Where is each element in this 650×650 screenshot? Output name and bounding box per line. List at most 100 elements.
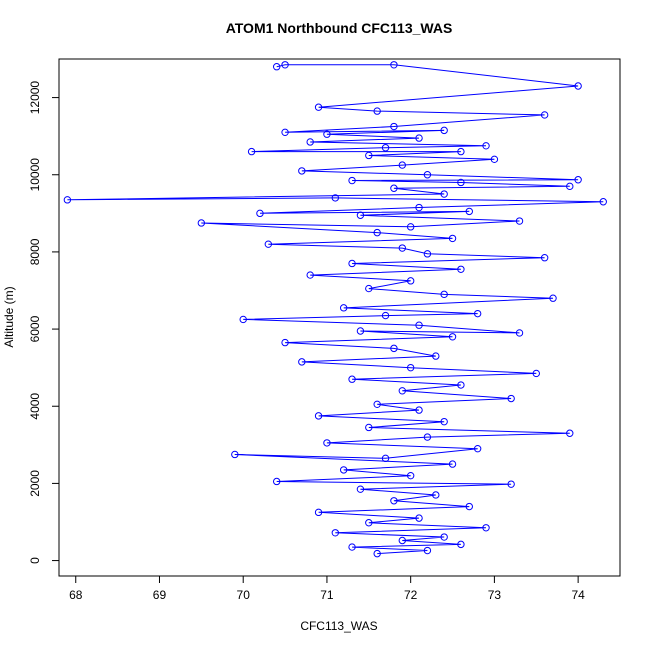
data-point <box>298 167 306 175</box>
x-tick-label: 69 <box>153 588 167 602</box>
data-point <box>440 533 448 541</box>
x-tick-label: 71 <box>320 588 334 602</box>
data-point <box>440 190 448 198</box>
data-point <box>473 444 482 453</box>
data-point <box>281 338 289 347</box>
data-point <box>566 182 574 191</box>
data-point <box>281 128 289 137</box>
data-point <box>423 433 432 441</box>
data-point <box>331 194 340 202</box>
data-point <box>398 387 406 395</box>
y-tick-label: 6000 <box>28 315 42 342</box>
data-point <box>348 543 356 551</box>
data-point <box>365 519 373 527</box>
data-point <box>231 450 239 459</box>
data-point <box>423 250 432 258</box>
data-point <box>314 103 323 111</box>
data-point <box>373 549 381 558</box>
data-point <box>306 271 314 279</box>
data-point <box>365 284 373 293</box>
data-point <box>574 82 582 90</box>
data-point <box>515 329 524 337</box>
data-point <box>373 107 381 115</box>
data-point <box>273 477 281 486</box>
data-point <box>373 400 381 409</box>
data-point <box>398 536 406 545</box>
data-point <box>365 423 373 432</box>
data-point <box>406 363 415 372</box>
data-point <box>348 176 356 185</box>
data-point <box>415 514 423 522</box>
data-point <box>381 454 390 463</box>
data-point <box>264 240 273 248</box>
data-point <box>465 502 473 511</box>
data-point <box>281 61 289 69</box>
data-point <box>448 234 457 243</box>
data-point <box>457 265 465 273</box>
data-point <box>406 471 415 480</box>
data-point <box>440 290 448 299</box>
data-point <box>197 219 206 227</box>
data-point <box>415 203 423 212</box>
y-tick-label: 10000 <box>28 158 42 192</box>
data-point <box>398 161 406 169</box>
y-tick-label: 4000 <box>28 393 42 420</box>
data-point <box>566 429 574 437</box>
data-point <box>356 327 365 335</box>
data-point <box>423 546 432 555</box>
x-axis-label: CFC113_WAS <box>300 619 377 633</box>
data-point <box>373 228 381 237</box>
data-point <box>415 134 423 142</box>
data-point <box>574 176 582 184</box>
y-axis-label: Altitude (m) <box>2 286 16 347</box>
data-point <box>398 244 406 252</box>
y-tick-label: 2000 <box>28 470 42 497</box>
data-point <box>306 138 314 146</box>
data-point <box>298 358 306 366</box>
data-point <box>490 155 499 164</box>
data-point <box>348 259 356 268</box>
data-point <box>457 381 465 389</box>
data-point <box>390 61 398 69</box>
chart-title: ATOM1 Northbound CFC113_WAS <box>226 20 453 36</box>
data-point <box>423 171 432 179</box>
data-point <box>448 333 457 341</box>
x-tick-label: 70 <box>237 588 251 602</box>
x-tick-label: 68 <box>69 588 83 602</box>
data-point <box>339 466 348 474</box>
y-tick-label: 0 <box>28 557 42 564</box>
data-point <box>549 294 557 302</box>
data-point <box>432 491 440 499</box>
data-point <box>599 198 607 206</box>
data-point <box>415 406 423 414</box>
data-point <box>381 311 390 320</box>
data-point <box>448 460 457 468</box>
data-point <box>390 344 398 353</box>
data-point <box>256 209 264 218</box>
series-line <box>67 64 604 555</box>
data-point <box>323 439 331 447</box>
data-point <box>323 130 331 138</box>
data-point <box>532 369 540 378</box>
data-point <box>365 151 373 160</box>
data-point <box>390 184 398 192</box>
data-point <box>239 315 247 324</box>
data-point <box>247 147 256 156</box>
data-point <box>457 147 465 156</box>
data-point <box>465 207 473 216</box>
data-point <box>457 540 465 549</box>
data-point <box>356 211 365 219</box>
data-point <box>331 529 340 537</box>
data-point <box>473 309 482 318</box>
data-point <box>406 223 415 231</box>
data-point <box>63 196 72 204</box>
data-point <box>406 277 415 285</box>
y-tick-label: 12000 <box>28 81 42 115</box>
series-layer <box>63 61 607 558</box>
data-point <box>482 142 490 150</box>
data-point <box>440 417 448 426</box>
x-tick-label: 73 <box>488 588 502 602</box>
data-point <box>390 497 398 505</box>
